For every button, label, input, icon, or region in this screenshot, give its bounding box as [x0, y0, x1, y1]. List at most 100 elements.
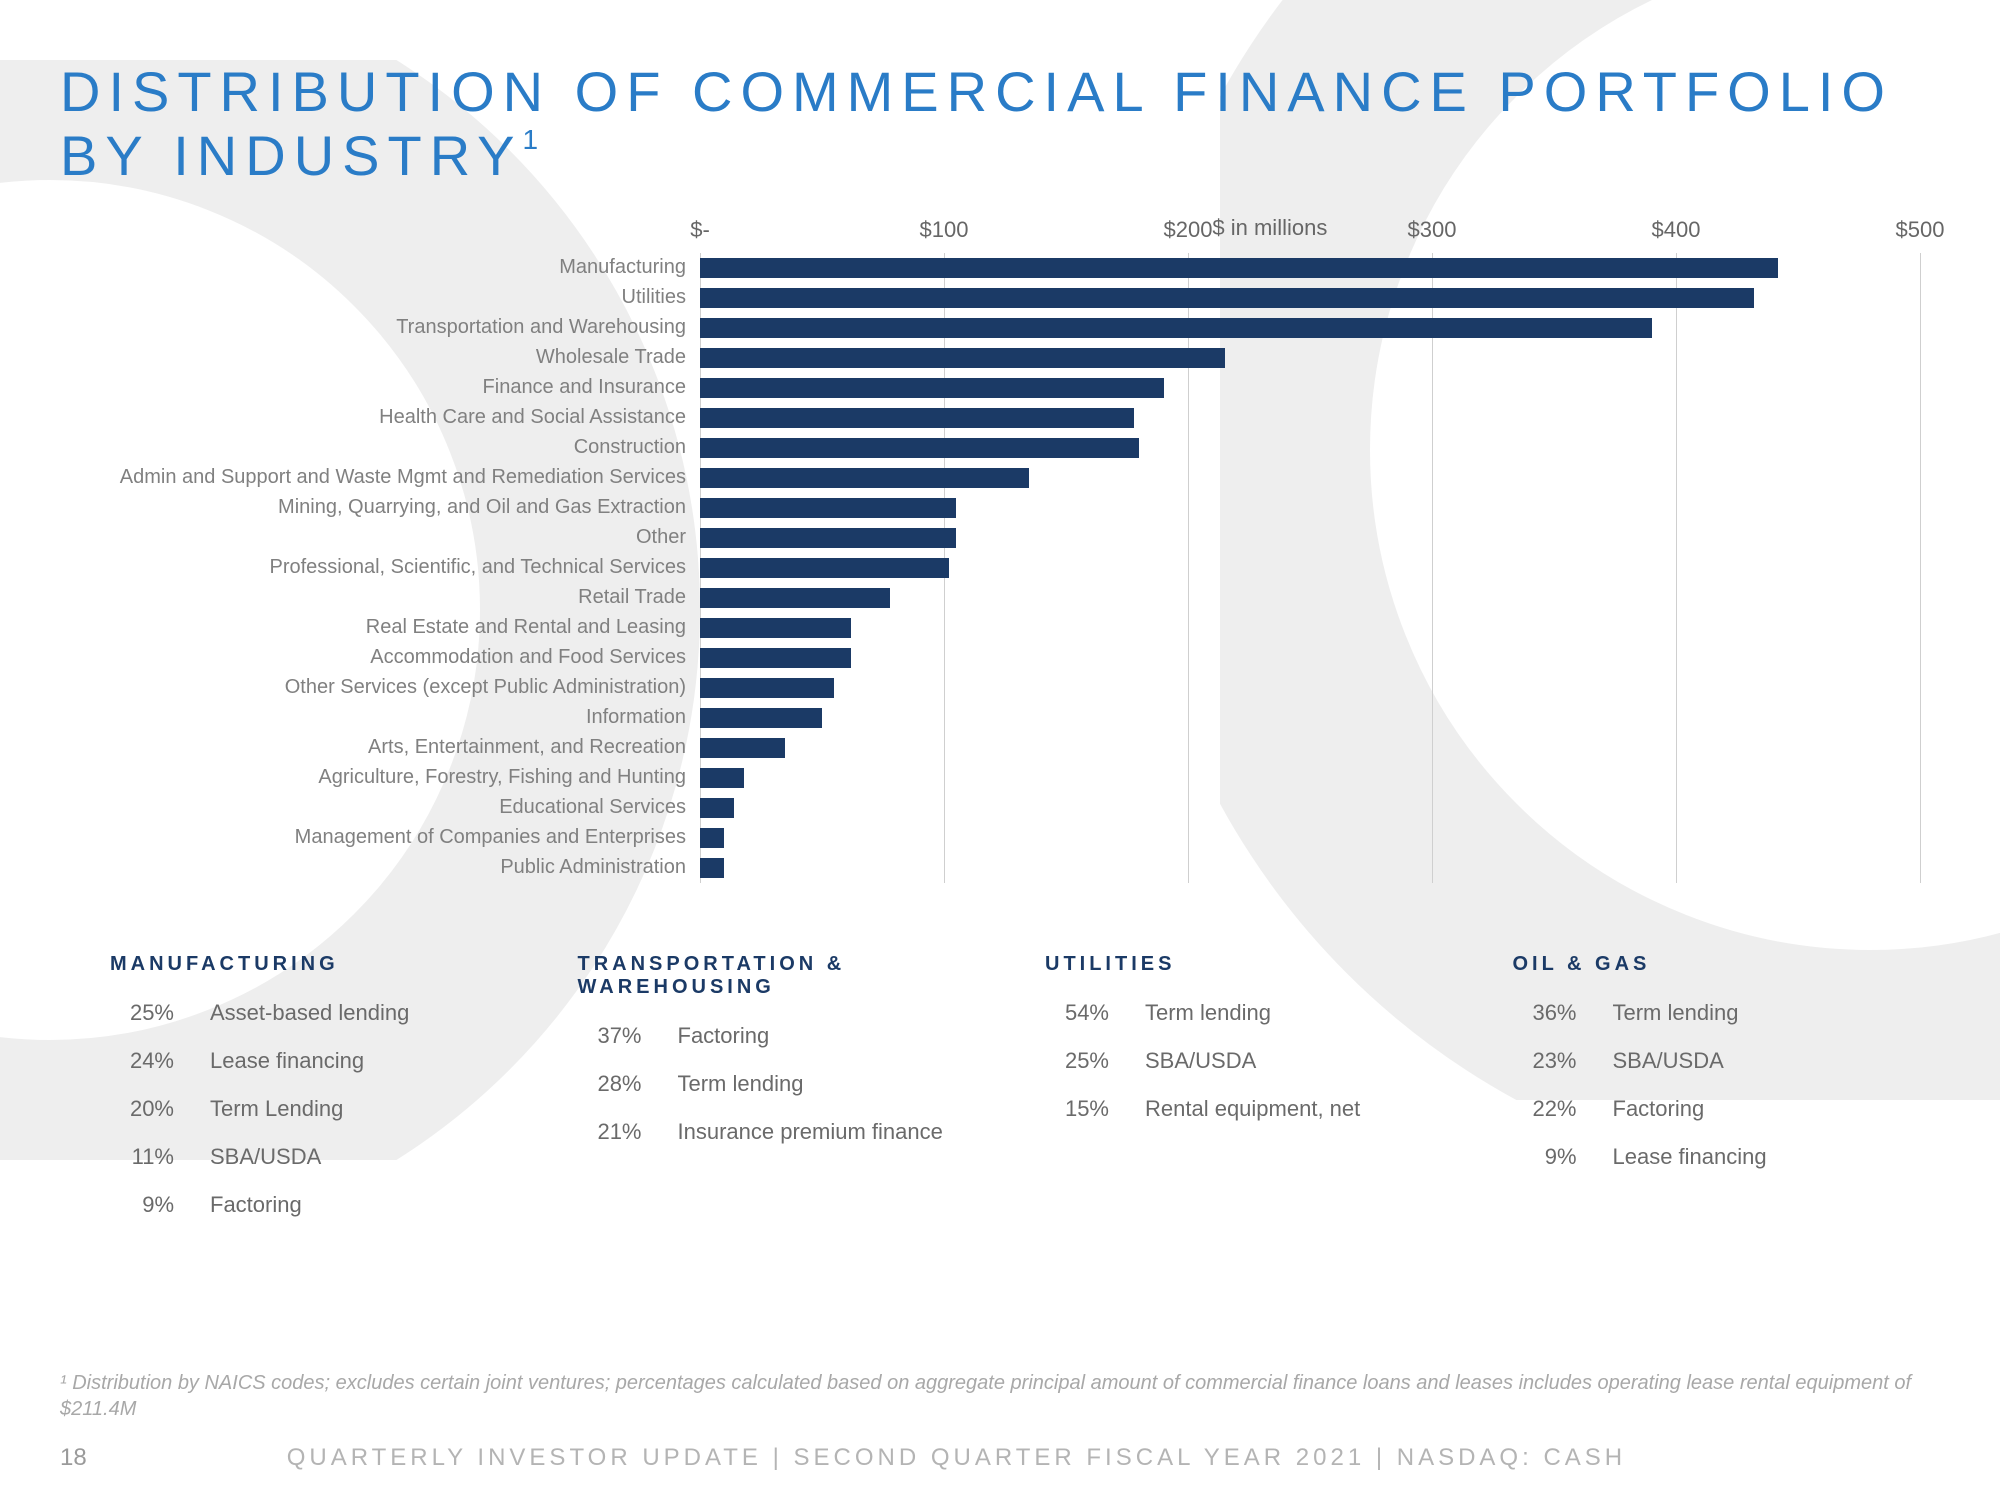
bar-label: Public Administration [60, 856, 700, 879]
bar-track [700, 793, 1920, 823]
bar [700, 738, 785, 758]
bar-label: Health Care and Social Assistance [60, 406, 700, 429]
bar-track [700, 433, 1920, 463]
breakdown-label: Factoring [678, 1023, 770, 1049]
bar [700, 768, 744, 788]
bar-row: Finance and Insurance [60, 373, 1920, 403]
breakdown-row: 9%Factoring [110, 1192, 498, 1218]
bar-track [700, 493, 1920, 523]
bar-track [700, 583, 1920, 613]
breakdown-pct: 20% [110, 1096, 174, 1122]
breakdown-pct: 25% [110, 1000, 174, 1026]
bar-label: Real Estate and Rental and Leasing [60, 616, 700, 639]
bar-track [700, 673, 1920, 703]
breakdown-label: Lease financing [210, 1048, 364, 1074]
bar-track [700, 733, 1920, 763]
bar-row: Construction [60, 433, 1920, 463]
bar-row: Manufacturing [60, 253, 1920, 283]
slide-title: DISTRIBUTION OF COMMERCIAL FINANCE PORTF… [60, 60, 1940, 189]
breakdown-row: 20% Term Lending [110, 1096, 498, 1122]
gridline [1920, 253, 1921, 883]
bar-label: Agriculture, Forestry, Fishing and Hunti… [60, 766, 700, 789]
bar-track [700, 763, 1920, 793]
breakdown-row: 9%Lease financing [1513, 1144, 1901, 1170]
breakdown-columns: MANUFACTURING 25% Asset-based lending 24% Le… [60, 953, 1940, 1240]
title-sup: 1 [522, 124, 546, 155]
bar-label: Admin and Support and Waste Mgmt and Rem… [60, 466, 700, 489]
bar [700, 438, 1139, 458]
breakdown-label: Rental equipment, net [1145, 1096, 1360, 1122]
bar-track [700, 613, 1920, 643]
bar [700, 498, 956, 518]
breakdown-row: 11%SBA/USDA [110, 1144, 498, 1170]
breakdown-pct: 21% [578, 1119, 642, 1145]
breakdown-label: Term Lending [210, 1096, 343, 1122]
bar-track [700, 283, 1920, 313]
footer-text: QUARTERLY INVESTOR UPDATE | SECOND QUART… [287, 1444, 1626, 1472]
breakdown-pct: 15% [1045, 1096, 1109, 1122]
breakdown-label: Term lending [1613, 1000, 1739, 1026]
bar [700, 408, 1134, 428]
breakdown-label: Factoring [1613, 1096, 1705, 1122]
breakdown-label: SBA/USDA [1145, 1048, 1256, 1074]
bar-row: Retail Trade [60, 583, 1920, 613]
bar [700, 618, 851, 638]
breakdown-pct: 24% [110, 1048, 174, 1074]
breakdown-column: OIL & GAS36%Term lending23%SBA/USDA22%Fa… [1513, 953, 1901, 1240]
bar-track [700, 343, 1920, 373]
breakdown-title: OIL & GAS [1513, 953, 1901, 976]
bar-label: Information [60, 706, 700, 729]
bar [700, 828, 724, 848]
bar-row: Mining, Quarrying, and Oil and Gas Extra… [60, 493, 1920, 523]
breakdown-row: 54%Term lending [1045, 1000, 1433, 1026]
bar-row: Accommodation and Food Services [60, 643, 1920, 673]
bar-track [700, 373, 1920, 403]
bar [700, 858, 724, 878]
bar-track [700, 253, 1920, 283]
breakdown-row: 25%SBA/USDA [1045, 1048, 1433, 1074]
bar-track [700, 523, 1920, 553]
bar-label: Arts, Entertainment, and Recreation [60, 736, 700, 759]
bar [700, 258, 1778, 278]
breakdown-row: 15% Rental equipment, net [1045, 1096, 1433, 1122]
bar-track [700, 313, 1920, 343]
bar-row: Utilities [60, 283, 1920, 313]
bar-label: Retail Trade [60, 586, 700, 609]
bar [700, 798, 734, 818]
bar-track [700, 703, 1920, 733]
bar-track [700, 643, 1920, 673]
bar-label: Other Services (except Public Administra… [60, 676, 700, 699]
breakdown-pct: 11% [110, 1144, 174, 1170]
breakdown-pct: 9% [1513, 1144, 1577, 1170]
bar [700, 378, 1164, 398]
breakdown-row: 24% Lease financing [110, 1048, 498, 1074]
bar-row: Other Services (except Public Administra… [60, 673, 1920, 703]
bar-track [700, 853, 1920, 883]
bar-row: Wholesale Trade [60, 343, 1920, 373]
breakdown-label: Term lending [1145, 1000, 1271, 1026]
slide: DISTRIBUTION OF COMMERCIAL FINANCE PORTF… [0, 0, 2000, 1500]
bar-row: Information [60, 703, 1920, 733]
breakdown-label: SBA/USDA [1613, 1048, 1724, 1074]
bar-row: Public Administration [60, 853, 1920, 883]
footnote: ¹ Distribution by NAICS codes; excludes … [60, 1370, 1940, 1422]
bar-track [700, 403, 1920, 433]
breakdown-pct: 36% [1513, 1000, 1577, 1026]
bar-label: Other [60, 526, 700, 549]
breakdown-row: 28%Term lending [578, 1071, 966, 1097]
bar-label: Wholesale Trade [60, 346, 700, 369]
bar [700, 678, 834, 698]
bar [700, 588, 890, 608]
x-axis-labels: $-$100$200$300$400$500 [60, 217, 1920, 253]
bar-row: Transportation and Warehousing [60, 313, 1920, 343]
bar [700, 348, 1225, 368]
bar [700, 648, 851, 668]
x-axis-tick: $- [690, 217, 710, 243]
bar [700, 468, 1029, 488]
breakdown-label: Asset-based lending [210, 1000, 409, 1026]
breakdown-row: 25% Asset-based lending [110, 1000, 498, 1026]
bar-label: Utilities [60, 286, 700, 309]
bar-label: Finance and Insurance [60, 376, 700, 399]
breakdown-label: Insurance premium finance [678, 1119, 943, 1145]
breakdown-title: MANUFACTURING [110, 953, 498, 976]
